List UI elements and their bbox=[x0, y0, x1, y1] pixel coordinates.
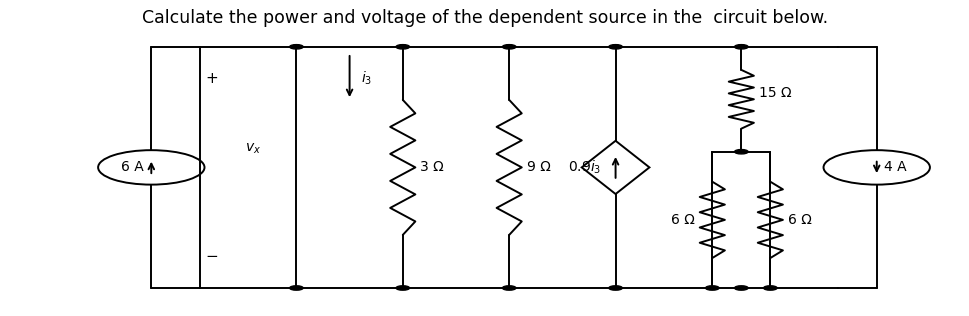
Circle shape bbox=[763, 286, 776, 290]
Text: 6 A: 6 A bbox=[121, 161, 143, 174]
Text: $v_x$: $v_x$ bbox=[244, 141, 261, 156]
Circle shape bbox=[734, 149, 747, 154]
Text: 6 Ω: 6 Ω bbox=[671, 213, 694, 227]
Text: 9 Ω: 9 Ω bbox=[526, 161, 549, 174]
Circle shape bbox=[704, 286, 718, 290]
Circle shape bbox=[395, 286, 409, 290]
Circle shape bbox=[502, 45, 516, 49]
Circle shape bbox=[395, 45, 409, 49]
Circle shape bbox=[609, 286, 622, 290]
Text: $0.9i_3$: $0.9i_3$ bbox=[567, 159, 601, 176]
Text: 4 A: 4 A bbox=[884, 161, 906, 174]
Circle shape bbox=[290, 286, 303, 290]
Text: Calculate the power and voltage of the dependent source in the  circuit below.: Calculate the power and voltage of the d… bbox=[141, 9, 828, 27]
Circle shape bbox=[734, 286, 747, 290]
Circle shape bbox=[609, 45, 622, 49]
Circle shape bbox=[734, 45, 747, 49]
Text: $i_3$: $i_3$ bbox=[360, 70, 372, 87]
Circle shape bbox=[290, 45, 303, 49]
Circle shape bbox=[502, 286, 516, 290]
Text: 15 Ω: 15 Ω bbox=[758, 86, 791, 100]
Text: 6 Ω: 6 Ω bbox=[787, 213, 811, 227]
Text: +: + bbox=[204, 71, 217, 86]
Text: 3 Ω: 3 Ω bbox=[420, 161, 444, 174]
Text: −: − bbox=[204, 249, 217, 264]
